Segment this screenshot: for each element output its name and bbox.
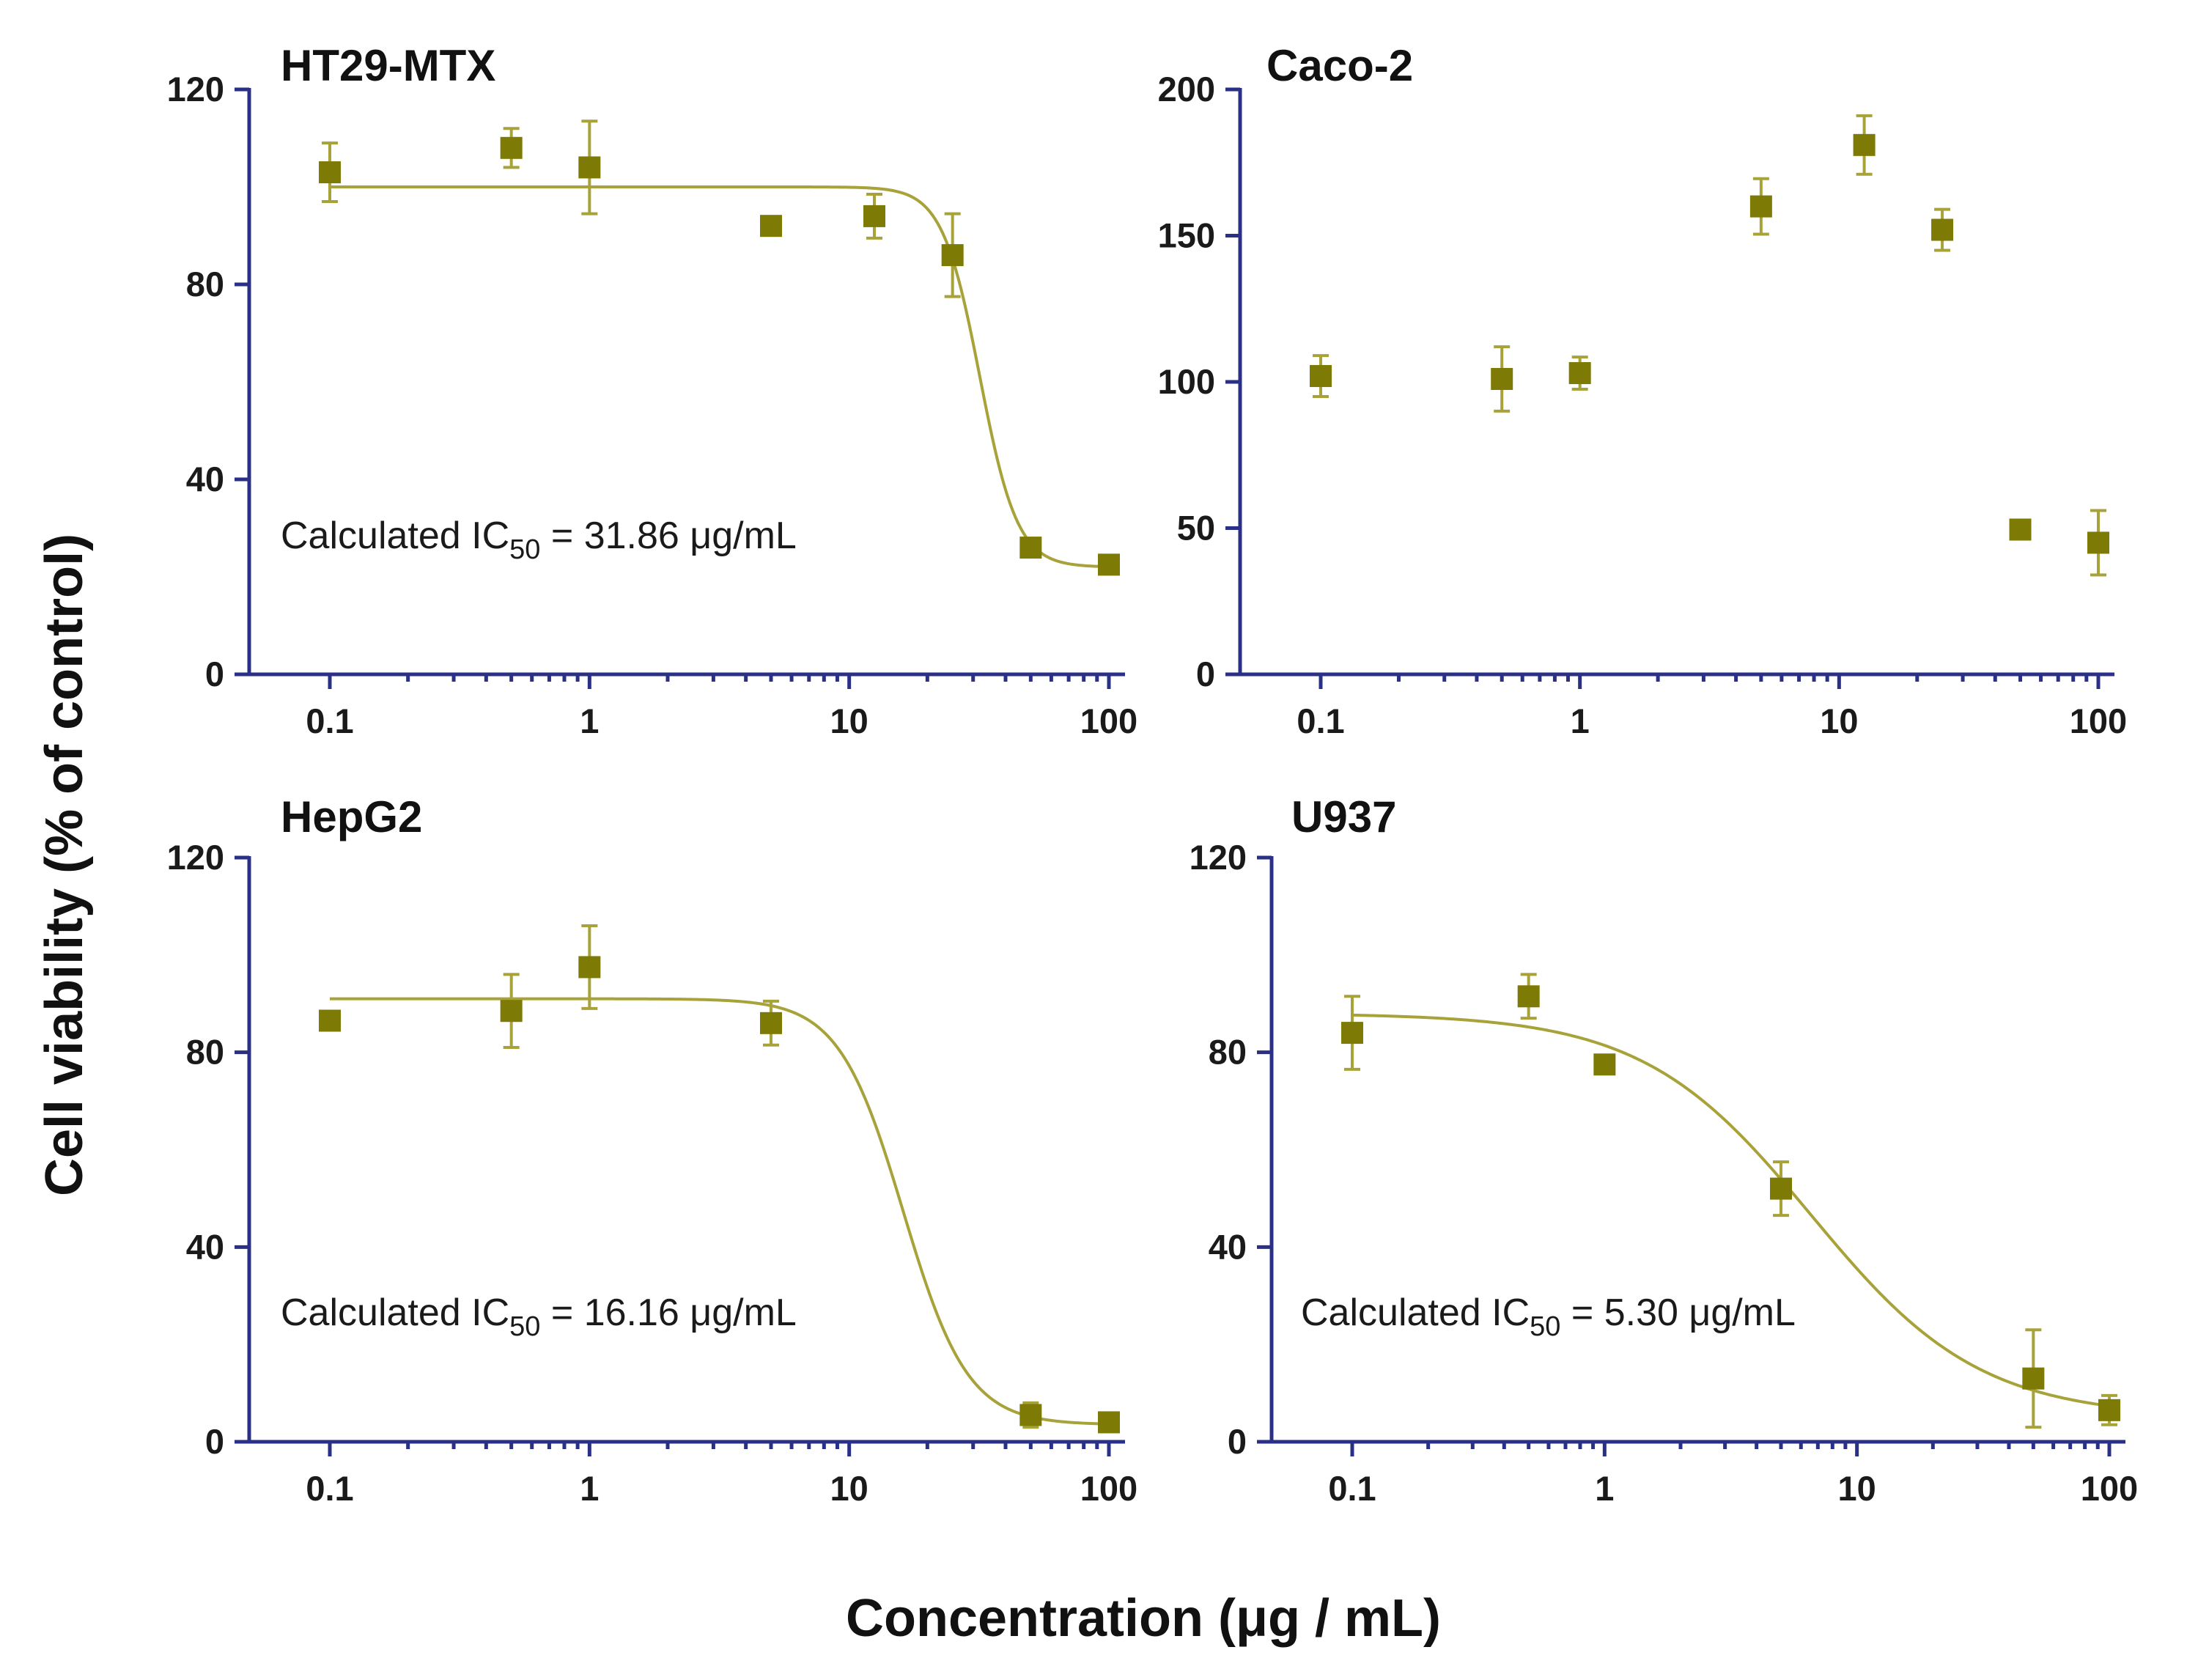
y-tick-label: 0: [1196, 655, 1215, 693]
data-point: [2087, 531, 2109, 554]
ic50-prefix: Calculated IC: [281, 515, 509, 557]
ic50-subscript: 50: [509, 534, 540, 565]
x-tick-label: 100: [2070, 701, 2127, 740]
ic50-prefix: Calculated IC: [281, 1292, 509, 1334]
data-point: [1568, 362, 1591, 385]
x-tick-label: 1: [580, 1469, 599, 1508]
x-tick-label: 10: [1820, 701, 1858, 740]
x-tick-label: 10: [830, 1469, 868, 1508]
fit-curve: [1351, 1013, 2110, 1408]
data-point: [1517, 985, 1540, 1008]
data-point: [1098, 553, 1120, 576]
panel-hepg2: 0 40 80 120 0.1 1 10 100 HepG2 Calculated IC50 = …: [167, 792, 1138, 1508]
panel-ht29-mtx: 0 40 80 120 0.1 1 10 100 HT29-MTX Calculated IC50…: [167, 41, 1138, 740]
data-point: [1931, 218, 1954, 241]
data-point: [941, 244, 964, 267]
x-tick-label: 1: [580, 701, 599, 740]
panel-caco-2: 0 50 100 150 200 0.1 1 10 100 Caco-2: [1158, 41, 2128, 740]
fit-curve: [330, 997, 1110, 1426]
y-tick-label: 40: [186, 460, 224, 498]
x-tick-label: 0.1: [306, 1469, 353, 1508]
data-point: [760, 1012, 783, 1034]
panel-title: Caco-2: [1266, 41, 1413, 90]
y-tick-label: 200: [1158, 70, 1215, 108]
data-point: [1491, 368, 1513, 391]
panel-title: HT29-MTX: [281, 41, 495, 90]
x-tick-label: 0.1: [1297, 701, 1344, 740]
y-tick-label: 40: [186, 1227, 224, 1266]
x-tick-label: 1: [1571, 701, 1590, 740]
data-point: [1593, 1053, 1616, 1076]
data-point: [2022, 1367, 2045, 1390]
data-point: [1310, 365, 1332, 388]
x-tick-label: 100: [1080, 701, 1137, 740]
ic50-annotation: Calculated IC50 = 31.86 μg/mL: [281, 515, 797, 565]
x-axis-title: Concentration (μg / mL): [846, 1589, 1441, 1648]
panel-u937: 0 40 80 120 0.1 1 10 100 U937 Calculated IC50 = 5…: [1190, 792, 2139, 1508]
y-tick-label: 100: [1158, 362, 1215, 401]
x-tick-label: 100: [1080, 1469, 1137, 1508]
data-point: [500, 1000, 523, 1023]
data-point: [578, 156, 601, 179]
data-point: [863, 205, 886, 227]
x-tick-label: 0.1: [1328, 1469, 1376, 1508]
panel-title: U937: [1291, 792, 1396, 841]
data-point: [500, 136, 523, 159]
data-point: [1749, 195, 1772, 218]
data-point: [1341, 1022, 1363, 1045]
data-point: [319, 1009, 341, 1032]
fit-curve: [330, 185, 1110, 569]
y-tick-label: 150: [1158, 216, 1215, 255]
y-tick-label: 0: [1228, 1422, 1247, 1461]
y-axis-title: Cell viability (% of control): [35, 534, 94, 1196]
x-tick-label: 1: [1595, 1469, 1614, 1508]
y-tick-label: 120: [1190, 838, 1247, 877]
y-tick-label: 80: [186, 265, 224, 303]
y-tick-label: 50: [1177, 509, 1215, 548]
y-tick-label: 120: [167, 838, 224, 877]
y-tick-label: 40: [1209, 1227, 1247, 1266]
x-tick-label: 0.1: [306, 701, 353, 740]
data-point: [1019, 1404, 1042, 1426]
data-point: [1770, 1177, 1793, 1200]
ic50-value: = 31.86 μg/mL: [540, 515, 796, 557]
ic50-annotation: Calculated IC50 = 16.16 μg/mL: [281, 1292, 797, 1342]
data-point: [1853, 133, 1876, 156]
x-tick-label: 10: [1838, 1469, 1876, 1508]
y-tick-label: 0: [205, 655, 224, 693]
data-point: [2009, 518, 2032, 541]
data-point: [1019, 537, 1042, 559]
ic50-annotation: Calculated IC50 = 5.30 μg/mL: [1301, 1292, 1796, 1342]
data-point: [319, 161, 341, 184]
ic50-prefix: Calculated IC: [1301, 1292, 1530, 1334]
data-point: [1098, 1411, 1120, 1434]
ic50-subscript: 50: [1530, 1311, 1560, 1342]
y-tick-label: 0: [205, 1422, 224, 1461]
ic50-value: = 16.16 μg/mL: [540, 1292, 796, 1334]
ic50-value: = 5.30 μg/mL: [1560, 1292, 1795, 1334]
y-tick-label: 80: [186, 1033, 224, 1072]
ic50-subscript: 50: [509, 1311, 540, 1342]
y-tick-label: 80: [1209, 1033, 1247, 1072]
data-point: [578, 956, 601, 979]
data-point: [760, 215, 783, 237]
data-point: [2098, 1399, 2120, 1421]
x-tick-label: 10: [830, 701, 868, 740]
x-tick-label: 100: [2081, 1469, 2138, 1508]
panel-title: HepG2: [281, 792, 422, 841]
y-tick-label: 120: [167, 70, 224, 108]
